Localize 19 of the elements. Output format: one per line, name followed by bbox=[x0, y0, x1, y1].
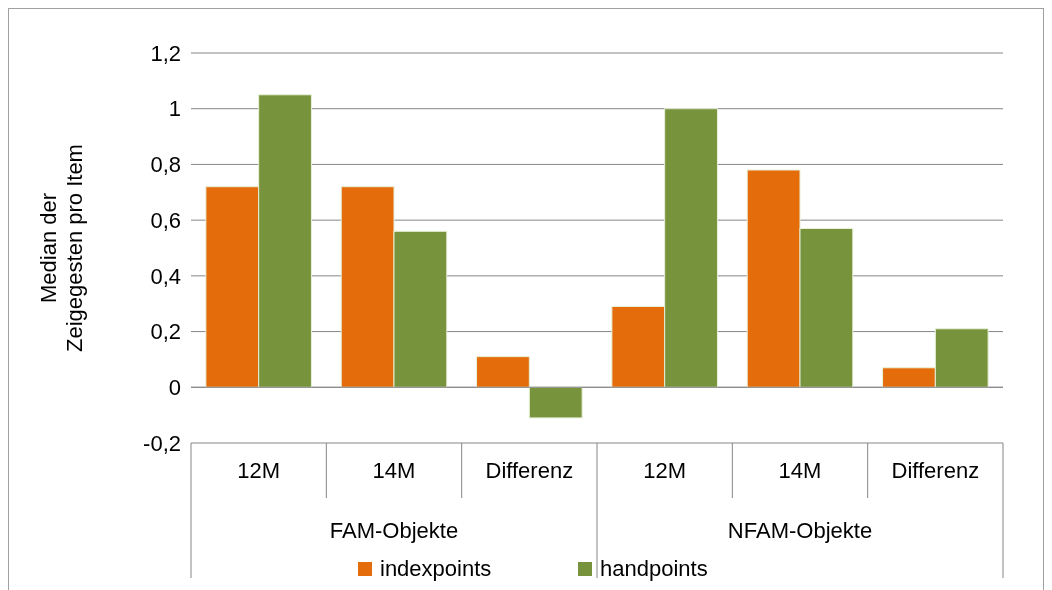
y-tick-label: 0,2 bbox=[150, 319, 181, 345]
legend-label: indexpoints bbox=[380, 556, 492, 581]
x-tick-label: 14M bbox=[372, 458, 416, 483]
y-tick-label: 1 bbox=[168, 96, 181, 122]
text: FAM-Objekte bbox=[329, 518, 459, 543]
y-tick-label: 1,2 bbox=[150, 40, 181, 66]
x-tick-label: 12M bbox=[237, 458, 281, 483]
y-tick-label: -0,2 bbox=[143, 430, 181, 456]
y-tick-label: 0,8 bbox=[150, 152, 181, 178]
legend-label: handpoints bbox=[600, 556, 708, 581]
x-tick-label: Differenz bbox=[485, 458, 574, 483]
y-axis-title: Median der Zeigegesten pro Item bbox=[35, 144, 88, 352]
y-tick-label: 0,6 bbox=[150, 207, 181, 233]
y-tick-label: 0,4 bbox=[150, 263, 181, 289]
y-tick-label: 0 bbox=[168, 374, 181, 400]
x-tick-label: 12M bbox=[643, 458, 687, 483]
x-tick-label: Differenz bbox=[891, 458, 980, 483]
x-tick-label: 14M bbox=[778, 458, 822, 483]
text: NFAM-Objekte bbox=[727, 518, 873, 543]
